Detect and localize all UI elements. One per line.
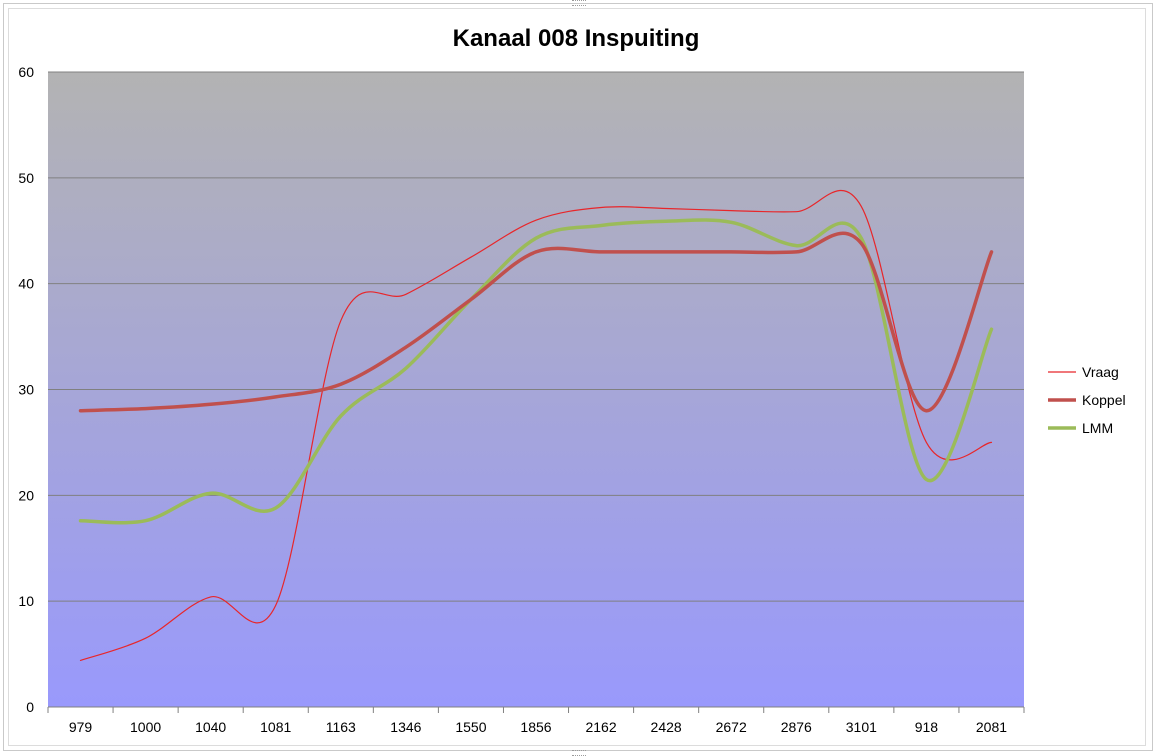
x-tick-label: 2876 xyxy=(781,719,812,735)
x-tick-label: 2428 xyxy=(651,719,682,735)
plot-frame xyxy=(8,8,1146,746)
x-tick-label: 1550 xyxy=(455,719,486,735)
x-tick-label: 2672 xyxy=(716,719,747,735)
chart-title: Kanaal 008 Inspuiting xyxy=(453,25,700,52)
x-tick-label: 1163 xyxy=(326,719,356,735)
x-tick-label: 2081 xyxy=(976,719,1007,735)
resize-handle-top[interactable] xyxy=(572,0,586,6)
x-tick-label: 2162 xyxy=(585,719,616,735)
y-tick-label: 40 xyxy=(18,276,34,292)
series-line-vraag xyxy=(79,190,993,661)
legend-label-lmm: LMM xyxy=(1082,420,1113,436)
y-tick-label: 0 xyxy=(26,699,34,715)
x-tick-label: 1346 xyxy=(390,719,421,735)
y-tick-label: 20 xyxy=(18,487,34,503)
y-tick-label: 10 xyxy=(18,593,34,609)
y-tick-label: 30 xyxy=(18,382,34,398)
x-tick-label: 979 xyxy=(69,719,93,735)
x-tick-label: 1081 xyxy=(260,719,291,735)
y-tick-label: 60 xyxy=(18,64,34,80)
y-tick-label: 50 xyxy=(18,170,34,186)
series-line-koppel xyxy=(78,231,994,413)
legend-label-vraag: Vraag xyxy=(1082,364,1119,380)
x-tick-label: 3101 xyxy=(846,719,877,735)
x-tick-label: 1000 xyxy=(130,719,161,735)
x-tick-label: 1040 xyxy=(195,719,226,735)
x-tick-label: 1856 xyxy=(520,719,551,735)
series-line-lmm xyxy=(78,218,994,525)
x-tick-label: 918 xyxy=(915,719,939,735)
legend-label-koppel: Koppel xyxy=(1082,392,1126,408)
